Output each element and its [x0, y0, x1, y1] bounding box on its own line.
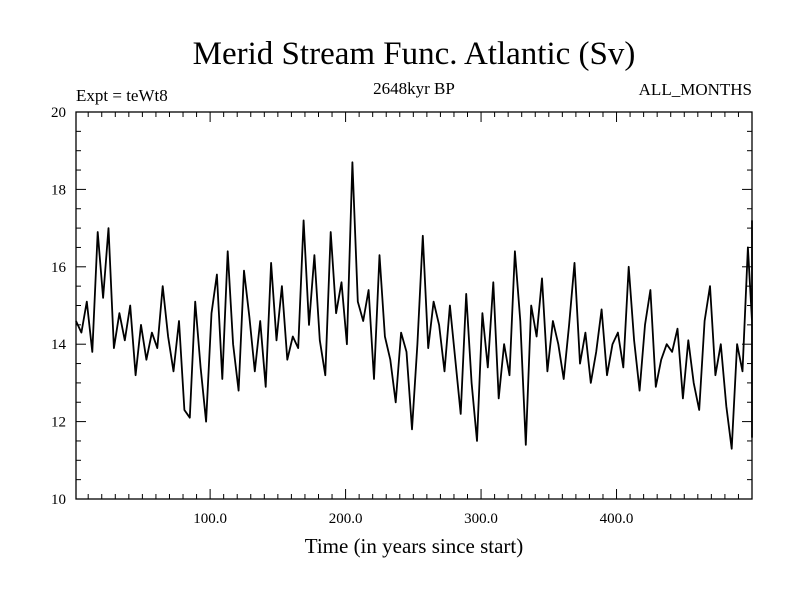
months-label: ALL_MONTHS [639, 80, 752, 99]
x-tick-label: 400.0 [600, 511, 634, 527]
y-tick-label: 12 [51, 415, 66, 431]
series-line [75, 161, 753, 450]
experiment-label: Expt = teWt8 [76, 86, 168, 105]
y-tick-label: 10 [51, 492, 66, 508]
y-tick-label: 18 [51, 182, 66, 198]
y-tick-label: 14 [51, 337, 67, 353]
x-tick-labels: 100.0 200.0 300.0 400.0 [193, 511, 633, 527]
y-tick-labels: 10 12 14 16 18 20 [51, 105, 67, 508]
x-tick-label: 200.0 [329, 511, 363, 527]
x-tick-label: 300.0 [464, 511, 498, 527]
y-axis [76, 130, 752, 481]
chart-title: Merid Stream Func. Atlantic (Sv) [193, 36, 636, 72]
x-axis-label: Time (in years since start) [305, 534, 524, 558]
x-tick-label: 100.0 [193, 511, 227, 527]
y-tick-label: 20 [51, 105, 66, 121]
y-tick-label: 16 [51, 260, 67, 276]
period-label: 2648kyr BP [373, 79, 455, 98]
x-axis [87, 112, 739, 499]
